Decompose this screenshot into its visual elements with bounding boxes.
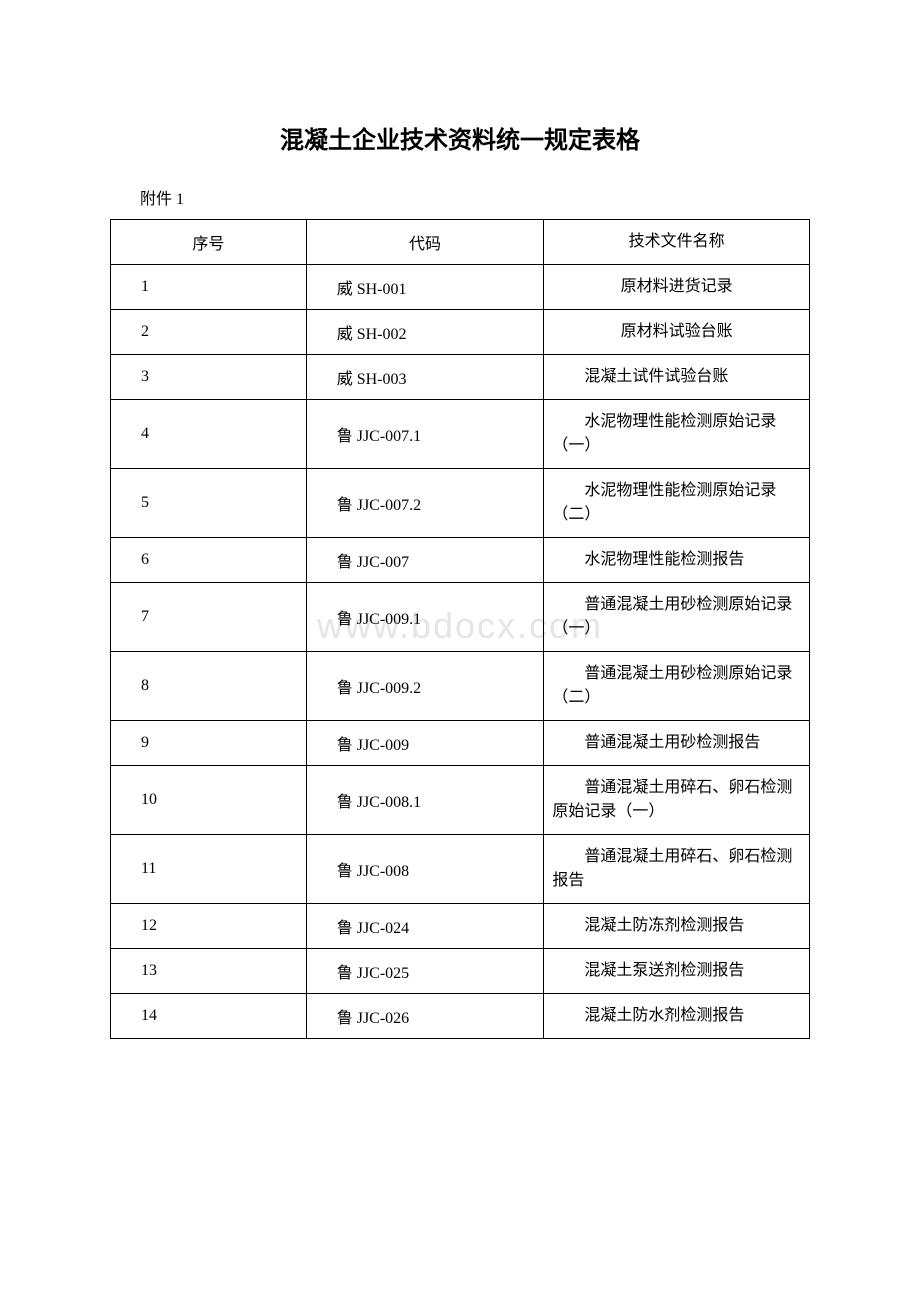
cell-name: 混凝土试件试验台账 — [544, 355, 810, 400]
cell-seq: 11 — [111, 835, 307, 904]
table-header-row: 序号 代码 技术文件名称 — [111, 220, 810, 265]
cell-seq: 4 — [111, 400, 307, 469]
table-body: 1威 SH-001原材料进货记录2威 SH-002原材料试验台账3威 SH-00… — [111, 265, 810, 1039]
cell-name: 水泥物理性能检测原始记录（一） — [544, 400, 810, 469]
table-row: 11鲁 JJC-008普通混凝土用碎石、卵石检测报告 — [111, 835, 810, 904]
table-row: 8鲁 JJC-009.2普通混凝土用砂检测原始记录（二） — [111, 652, 810, 721]
cell-code: 鲁 JJC-026 — [306, 994, 544, 1039]
cell-code: 鲁 JJC-007.2 — [306, 469, 544, 538]
cell-name: 普通混凝土用砂检测原始记录（二） — [544, 652, 810, 721]
cell-name: 混凝土防冻剂检测报告 — [544, 904, 810, 949]
cell-code: 鲁 JJC-007 — [306, 538, 544, 583]
table-row: 12鲁 JJC-024混凝土防冻剂检测报告 — [111, 904, 810, 949]
table-row: 6鲁 JJC-007水泥物理性能检测报告 — [111, 538, 810, 583]
table-row: 1威 SH-001原材料进货记录 — [111, 265, 810, 310]
table-row: 9鲁 JJC-009普通混凝土用砂检测报告 — [111, 721, 810, 766]
table-row: 4鲁 JJC-007.1水泥物理性能检测原始记录（一） — [111, 400, 810, 469]
cell-name: 普通混凝土用碎石、卵石检测报告 — [544, 835, 810, 904]
cell-seq: 6 — [111, 538, 307, 583]
header-name: 技术文件名称 — [544, 220, 810, 265]
cell-code: 威 SH-002 — [306, 310, 544, 355]
cell-seq: 10 — [111, 766, 307, 835]
cell-code: 鲁 JJC-008 — [306, 835, 544, 904]
table-row: 5鲁 JJC-007.2水泥物理性能检测原始记录（二） — [111, 469, 810, 538]
header-code: 代码 — [306, 220, 544, 265]
cell-name: 混凝土防水剂检测报告 — [544, 994, 810, 1039]
header-seq: 序号 — [111, 220, 307, 265]
table-row: 13鲁 JJC-025混凝土泵送剂检测报告 — [111, 949, 810, 994]
subtitle-label: 附件 1 — [140, 185, 810, 209]
cell-code: 鲁 JJC-009.2 — [306, 652, 544, 721]
cell-code: 鲁 JJC-009.1 — [306, 583, 544, 652]
cell-seq: 5 — [111, 469, 307, 538]
cell-code: 鲁 JJC-007.1 — [306, 400, 544, 469]
cell-code: 鲁 JJC-009 — [306, 721, 544, 766]
cell-seq: 2 — [111, 310, 307, 355]
cell-name: 普通混凝土用砂检测原始记录（一） — [544, 583, 810, 652]
cell-seq: 14 — [111, 994, 307, 1039]
table-row: 2威 SH-002原材料试验台账 — [111, 310, 810, 355]
cell-seq: 12 — [111, 904, 307, 949]
table-row: 14鲁 JJC-026混凝土防水剂检测报告 — [111, 994, 810, 1039]
cell-seq: 7 — [111, 583, 307, 652]
cell-name: 水泥物理性能检测报告 — [544, 538, 810, 583]
cell-name: 普通混凝土用砂检测报告 — [544, 721, 810, 766]
cell-seq: 1 — [111, 265, 307, 310]
cell-seq: 13 — [111, 949, 307, 994]
cell-name: 原材料试验台账 — [544, 310, 810, 355]
cell-seq: 8 — [111, 652, 307, 721]
cell-name: 原材料进货记录 — [544, 265, 810, 310]
cell-code: 威 SH-003 — [306, 355, 544, 400]
cell-code: 鲁 JJC-025 — [306, 949, 544, 994]
page-title: 混凝土企业技术资料统一规定表格 — [110, 120, 810, 155]
cell-seq: 3 — [111, 355, 307, 400]
document-content: 混凝土企业技术资料统一规定表格 附件 1 序号 代码 技术文件名称 1威 SH-… — [110, 120, 810, 1039]
cell-code: 鲁 JJC-008.1 — [306, 766, 544, 835]
cell-name: 普通混凝土用碎石、卵石检测原始记录（一） — [544, 766, 810, 835]
cell-name: 水泥物理性能检测原始记录（二） — [544, 469, 810, 538]
cell-code: 鲁 JJC-024 — [306, 904, 544, 949]
cell-name: 混凝土泵送剂检测报告 — [544, 949, 810, 994]
data-table: 序号 代码 技术文件名称 1威 SH-001原材料进货记录2威 SH-002原材… — [110, 219, 810, 1039]
cell-code: 威 SH-001 — [306, 265, 544, 310]
table-row: 7鲁 JJC-009.1普通混凝土用砂检测原始记录（一） — [111, 583, 810, 652]
table-row: 10鲁 JJC-008.1普通混凝土用碎石、卵石检测原始记录（一） — [111, 766, 810, 835]
cell-seq: 9 — [111, 721, 307, 766]
table-row: 3威 SH-003混凝土试件试验台账 — [111, 355, 810, 400]
